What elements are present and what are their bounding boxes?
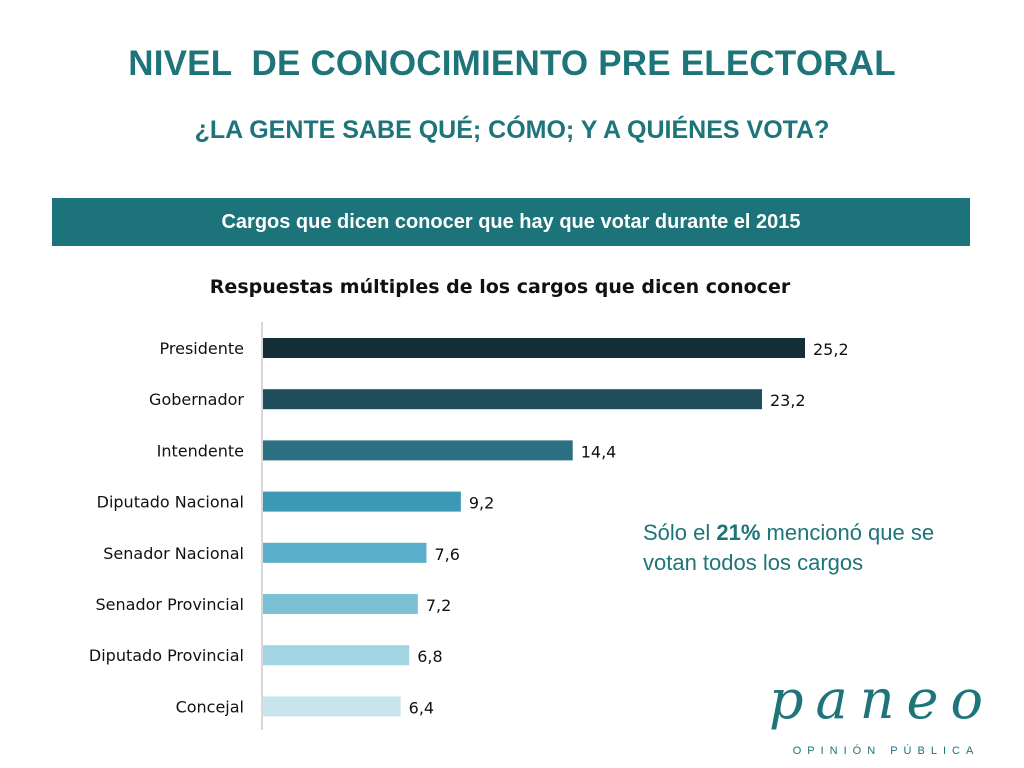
value-label: 9,2 (469, 494, 494, 513)
chart-title: Respuestas múltiples de los cargos que d… (209, 276, 791, 298)
value-label: 6,8 (417, 647, 442, 666)
bar (263, 645, 410, 666)
category-label: Gobernador (149, 390, 244, 409)
category-label: Diputado Provincial (89, 646, 244, 665)
category-label: Presidente (160, 339, 244, 358)
bar (263, 696, 401, 717)
bar (263, 389, 762, 410)
bar (263, 440, 573, 461)
callout-note: Sólo el 21% mencionó que se votan todos … (643, 518, 973, 578)
category-label: Intendente (157, 441, 244, 460)
page-title: NIVEL DE CONOCIMIENTO PRE ELECTORAL (128, 44, 896, 83)
bar (263, 594, 418, 614)
page-subtitle: ¿LA GENTE SABE QUÉ; CÓMO; Y A QUIÉNES VO… (194, 116, 830, 144)
category-label: Diputado Nacional (97, 493, 244, 512)
value-label: 14,4 (581, 442, 617, 461)
logo-tagline: OPINIÓN PÚBLICA (793, 744, 980, 757)
bar-chart: Presidente 25,2 Gobernador 23,2 Intendente 14… (89, 322, 849, 730)
note-highlight: 21% (716, 520, 761, 545)
value-label: 7,6 (434, 545, 459, 564)
bar (263, 491, 461, 512)
value-label: 23,2 (770, 391, 806, 410)
paneo-logo: paneo OPINIÓN PÚBLICA (769, 670, 995, 757)
section-banner: Cargos que dicen conocer que hay que vot… (52, 198, 970, 246)
note-suffix: mencionó que se votan todos los cargos (643, 520, 935, 575)
bar (263, 542, 427, 563)
note-prefix: Sólo el (643, 520, 717, 545)
bar (263, 338, 805, 358)
value-label: 7,2 (426, 596, 451, 615)
logo-wordmark: paneo (769, 670, 995, 731)
value-label: 6,4 (409, 698, 434, 717)
category-label: Senador Nacional (103, 544, 244, 563)
banner-text: Cargos que dicen conocer que hay que vot… (221, 210, 801, 233)
category-label: Senador Provincial (96, 595, 244, 614)
value-label: 25,2 (813, 340, 849, 359)
category-label: Concejal (176, 697, 244, 716)
